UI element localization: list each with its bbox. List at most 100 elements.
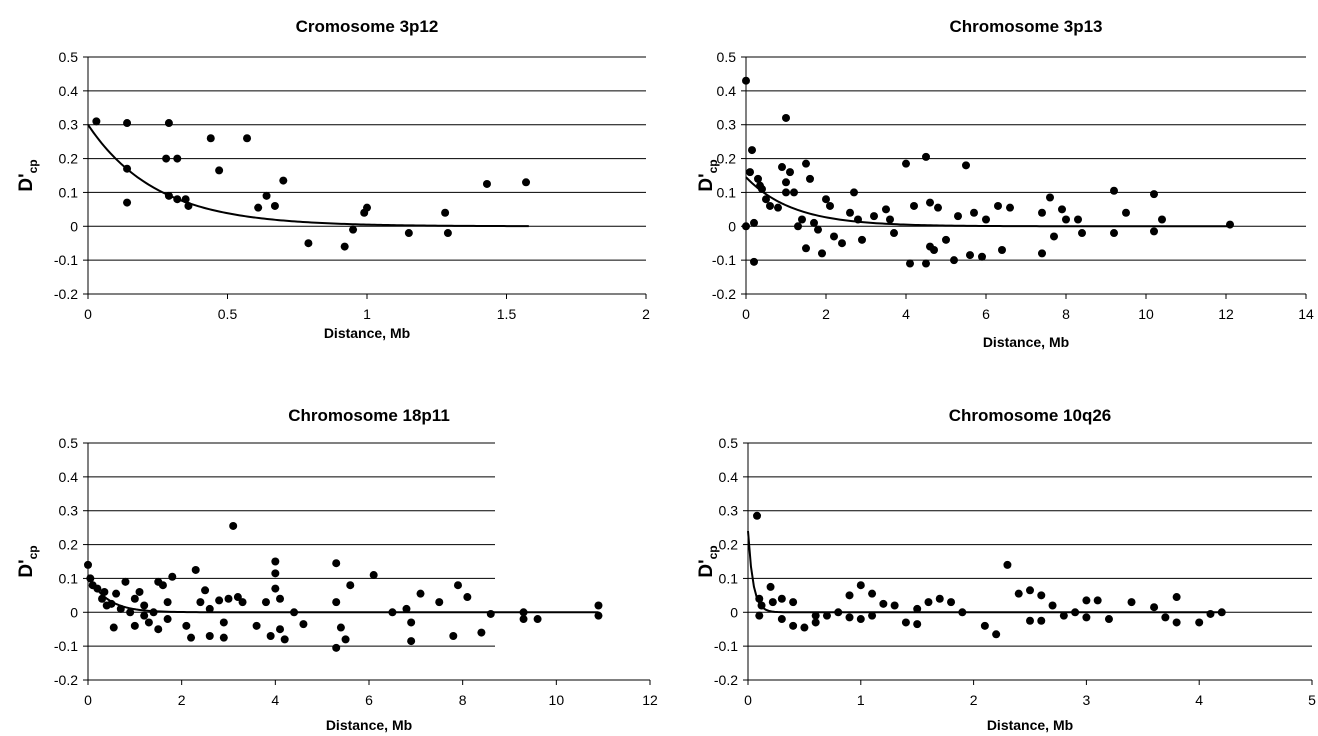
x-tick-label: 0	[84, 306, 92, 322]
data-point	[184, 201, 193, 210]
x-tick-label: 2	[822, 306, 830, 322]
data-point	[158, 581, 167, 590]
data-point	[123, 119, 132, 128]
data-point	[262, 191, 271, 200]
data-point	[994, 201, 1002, 210]
data-point	[755, 611, 764, 620]
data-point	[163, 615, 172, 624]
data-point	[533, 615, 542, 624]
data-point	[1026, 586, 1034, 595]
data-point	[486, 609, 495, 618]
data-point	[261, 598, 270, 607]
chart-title: Cromosome 3p12	[296, 17, 439, 36]
y-axis-label-subscript: cp	[706, 159, 720, 173]
data-point	[340, 242, 349, 251]
x-tick-label: 3	[1083, 692, 1091, 708]
data-point	[790, 188, 798, 197]
y-tick-label: 0.2	[717, 151, 737, 167]
data-point	[416, 589, 425, 598]
data-point	[901, 618, 910, 627]
y-tick-label: 0.3	[59, 503, 79, 519]
data-point	[762, 195, 770, 204]
data-point	[181, 195, 190, 204]
y-axis-label-subscript: cp	[26, 159, 40, 173]
data-point	[924, 598, 933, 607]
x-tick-label: 4	[271, 692, 279, 708]
data-point	[934, 203, 942, 212]
data-point	[748, 146, 756, 155]
data-point	[794, 222, 802, 231]
data-point	[93, 584, 102, 593]
y-axis-label: D'cp	[696, 545, 720, 577]
data-point	[800, 623, 809, 632]
data-point	[810, 218, 818, 227]
data-point	[182, 621, 191, 630]
y-tick-label: -0.2	[54, 286, 78, 302]
fit-curve	[747, 530, 1222, 614]
data-point	[845, 613, 854, 622]
x-tick-label: 4	[902, 306, 910, 322]
data-point	[205, 631, 214, 640]
data-point	[276, 625, 285, 634]
y-tick-label: 0.5	[59, 435, 79, 451]
y-tick-label: 0	[730, 604, 738, 620]
data-point	[369, 571, 378, 580]
data-point	[100, 587, 109, 596]
data-point	[856, 615, 865, 624]
data-point	[870, 212, 878, 221]
data-point	[280, 635, 289, 644]
data-point	[254, 203, 263, 212]
y-tick-label: -0.2	[714, 672, 738, 688]
data-point	[882, 205, 890, 214]
data-point	[201, 586, 210, 595]
data-point	[252, 621, 261, 630]
data-point	[742, 76, 750, 85]
data-point	[266, 631, 275, 640]
data-point	[1006, 203, 1014, 212]
data-point	[215, 596, 224, 605]
data-point	[443, 229, 452, 238]
data-point	[757, 601, 766, 610]
data-point	[992, 630, 1001, 639]
x-tick-label: 10	[1138, 306, 1154, 322]
data-point	[1058, 205, 1066, 214]
data-point	[879, 599, 888, 608]
x-tick-label: 0	[742, 306, 750, 322]
data-point	[149, 608, 158, 617]
x-tick-label: 14	[1298, 306, 1314, 322]
x-tick-label: 12	[1218, 306, 1234, 322]
data-point	[519, 608, 528, 617]
data-point	[238, 598, 247, 607]
y-tick-label: -0.1	[54, 252, 78, 268]
data-point	[205, 604, 214, 613]
data-point	[123, 164, 132, 173]
data-point	[913, 604, 922, 613]
data-point	[982, 215, 990, 224]
data-point	[1158, 215, 1166, 224]
data-point	[998, 245, 1006, 254]
data-point	[868, 611, 877, 620]
x-tick-label: 0	[84, 692, 92, 708]
data-point	[978, 252, 986, 261]
data-point	[856, 581, 865, 590]
data-point	[341, 635, 350, 644]
data-point	[830, 232, 838, 241]
y-axis-label-subscript: cp	[706, 545, 720, 559]
data-point	[163, 598, 172, 607]
data-point	[279, 176, 288, 185]
y-tick-label: 0.2	[59, 537, 79, 553]
data-point	[594, 601, 603, 610]
chart-title: Chromosome 10q26	[949, 406, 1112, 425]
data-point	[435, 598, 444, 607]
data-point	[1093, 596, 1102, 605]
data-point	[196, 598, 205, 607]
data-point	[1150, 227, 1158, 236]
data-point	[777, 615, 786, 624]
data-point	[206, 134, 215, 143]
data-point	[822, 611, 831, 620]
y-tick-label: 0.2	[59, 151, 79, 167]
data-point	[935, 594, 944, 603]
data-point	[1038, 249, 1046, 258]
data-point	[1050, 232, 1058, 241]
